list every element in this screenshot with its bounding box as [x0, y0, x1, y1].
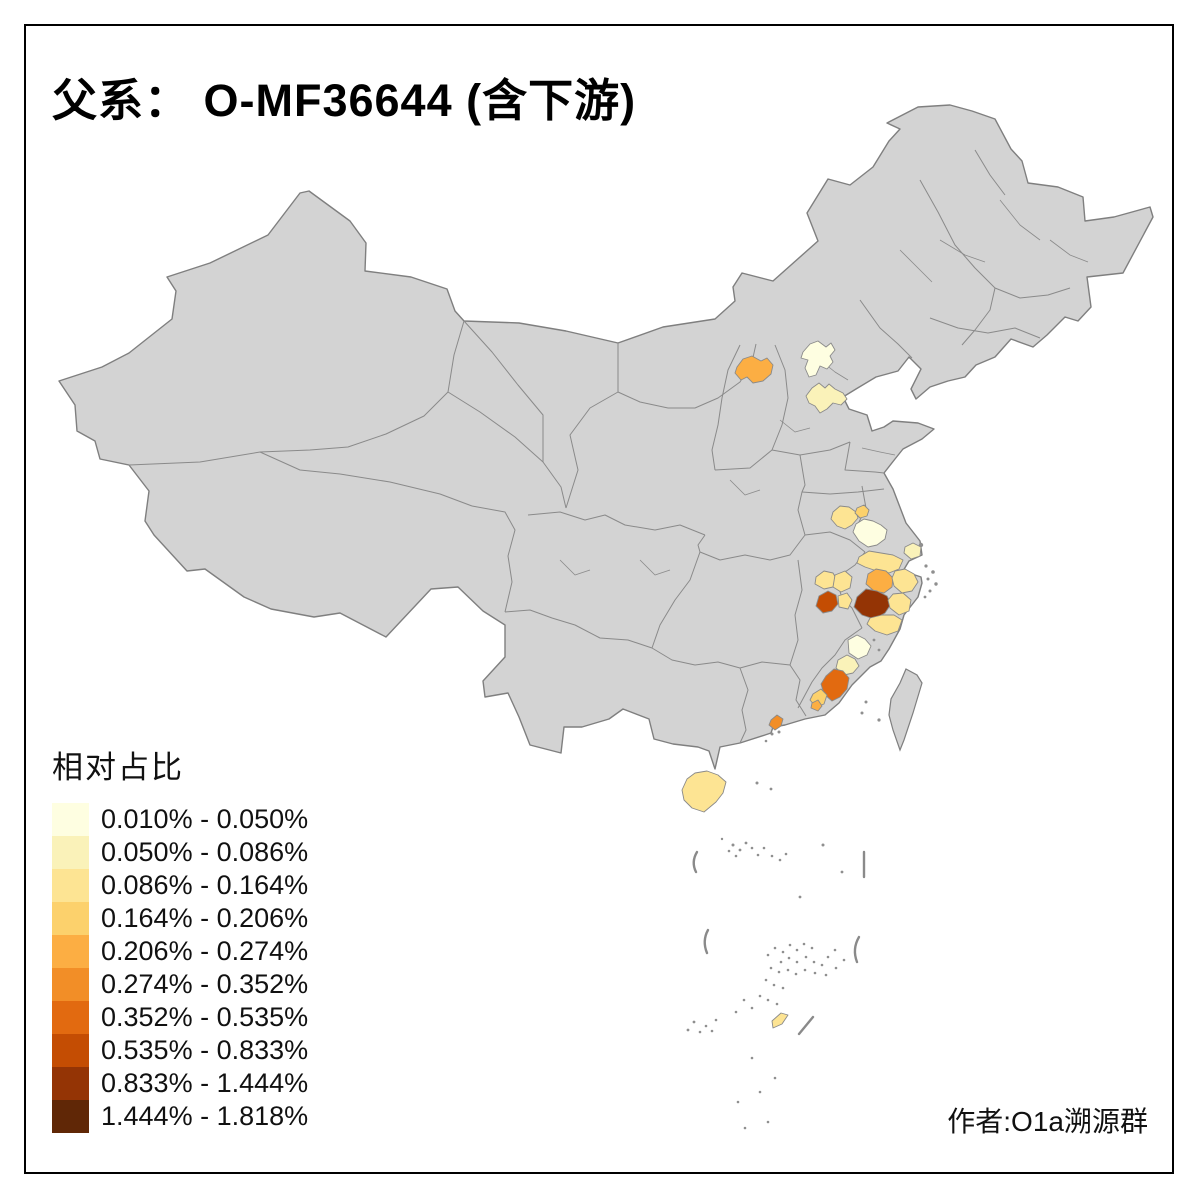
- legend-swatch: [52, 1001, 89, 1034]
- legend-swatch: [52, 935, 89, 968]
- taiwan-island: [888, 668, 923, 752]
- legend-range-label: 0.010% - 0.050%: [101, 804, 309, 834]
- figure-title: 父系： O-MF36644 (含下游): [52, 75, 637, 126]
- region-jiangxi-pale-3: [837, 592, 853, 610]
- colored-regions: [681, 340, 922, 1029]
- region-fujian-putian: [835, 654, 860, 676]
- legend-items: 0.010% - 0.050% 0.050% - 0.086% 0.086% -…: [52, 803, 308, 1133]
- legend-range-label: 0.274% - 0.352%: [101, 969, 309, 999]
- legend-item: 0.010% - 0.050%: [52, 803, 308, 836]
- legend-swatch: [52, 869, 89, 902]
- legend-swatch: [52, 1100, 89, 1133]
- legend-swatch: [52, 968, 89, 1001]
- region-scs-islet: [771, 1012, 789, 1029]
- island-dots: [686, 542, 938, 1130]
- legend-item: 1.444% - 1.818%: [52, 1100, 308, 1133]
- region-hainan: [681, 770, 727, 813]
- legend-swatch: [52, 836, 89, 869]
- legend-range-label: 0.206% - 0.274%: [101, 936, 309, 966]
- legend-item: 0.274% - 0.352%: [52, 968, 308, 1001]
- china-outline: [58, 104, 1154, 770]
- legend-item: 0.050% - 0.086%: [52, 836, 308, 869]
- legend-item: 0.352% - 0.535%: [52, 1001, 308, 1034]
- legend-swatch: [52, 1067, 89, 1100]
- region-anhui-chuzhou: [854, 504, 870, 519]
- region-jiangxi-pale-2: [832, 570, 853, 593]
- attribution: 作者:O1a溯源群: [947, 1106, 1148, 1137]
- region-fujian-ningde: [847, 634, 872, 660]
- legend-title: 相对占比: [52, 750, 184, 785]
- region-jiangsu-mid: [852, 518, 888, 548]
- legend-swatch: [52, 902, 89, 935]
- region-zhangzhou-south: [810, 699, 823, 712]
- legend-item: 0.206% - 0.274%: [52, 935, 308, 968]
- region-shaoxing-ningbo: [891, 568, 919, 594]
- region-wenzhou-lishui: [866, 614, 903, 636]
- region-jingdezhen: [815, 590, 839, 614]
- legend-item: 0.086% - 0.164%: [52, 869, 308, 902]
- region-jinhua-dark: [853, 588, 892, 620]
- region-beijing: [800, 340, 836, 378]
- region-tianjin-area: [805, 382, 848, 414]
- province-boundaries: [128, 149, 1089, 744]
- region-chaoshan: [768, 714, 784, 731]
- region-quanzhou: [820, 668, 850, 702]
- legend-range-label: 0.164% - 0.206%: [101, 903, 309, 933]
- legend-range-label: 0.086% - 0.164%: [101, 870, 309, 900]
- region-hangzhou: [865, 568, 894, 594]
- legend-range-label: 0.050% - 0.086%: [101, 837, 309, 867]
- legend-range-label: 1.444% - 1.818%: [101, 1101, 309, 1131]
- legend-item: 0.535% - 0.833%: [52, 1034, 308, 1067]
- region-zhejiang-north: [856, 550, 904, 574]
- region-anhui-bengbu: [830, 505, 859, 530]
- legend-range-label: 0.833% - 1.444%: [101, 1068, 309, 1098]
- legend-item: 0.833% - 1.444%: [52, 1067, 308, 1100]
- nine-dash-segments: [692, 850, 866, 1036]
- legend-range-label: 0.535% - 0.833%: [101, 1035, 309, 1065]
- region-shanxi-blob: [734, 355, 774, 384]
- legend: 相对占比 0.010% - 0.050% 0.050% - 0.086% 0.0…: [52, 742, 308, 1133]
- region-shanghai-area: [903, 542, 922, 560]
- legend-item: 0.164% - 0.206%: [52, 902, 308, 935]
- legend-range-label: 0.352% - 0.535%: [101, 1002, 309, 1032]
- legend-swatch: [52, 803, 89, 836]
- region-taizhou-coast: [887, 592, 912, 616]
- legend-swatch: [52, 1034, 89, 1067]
